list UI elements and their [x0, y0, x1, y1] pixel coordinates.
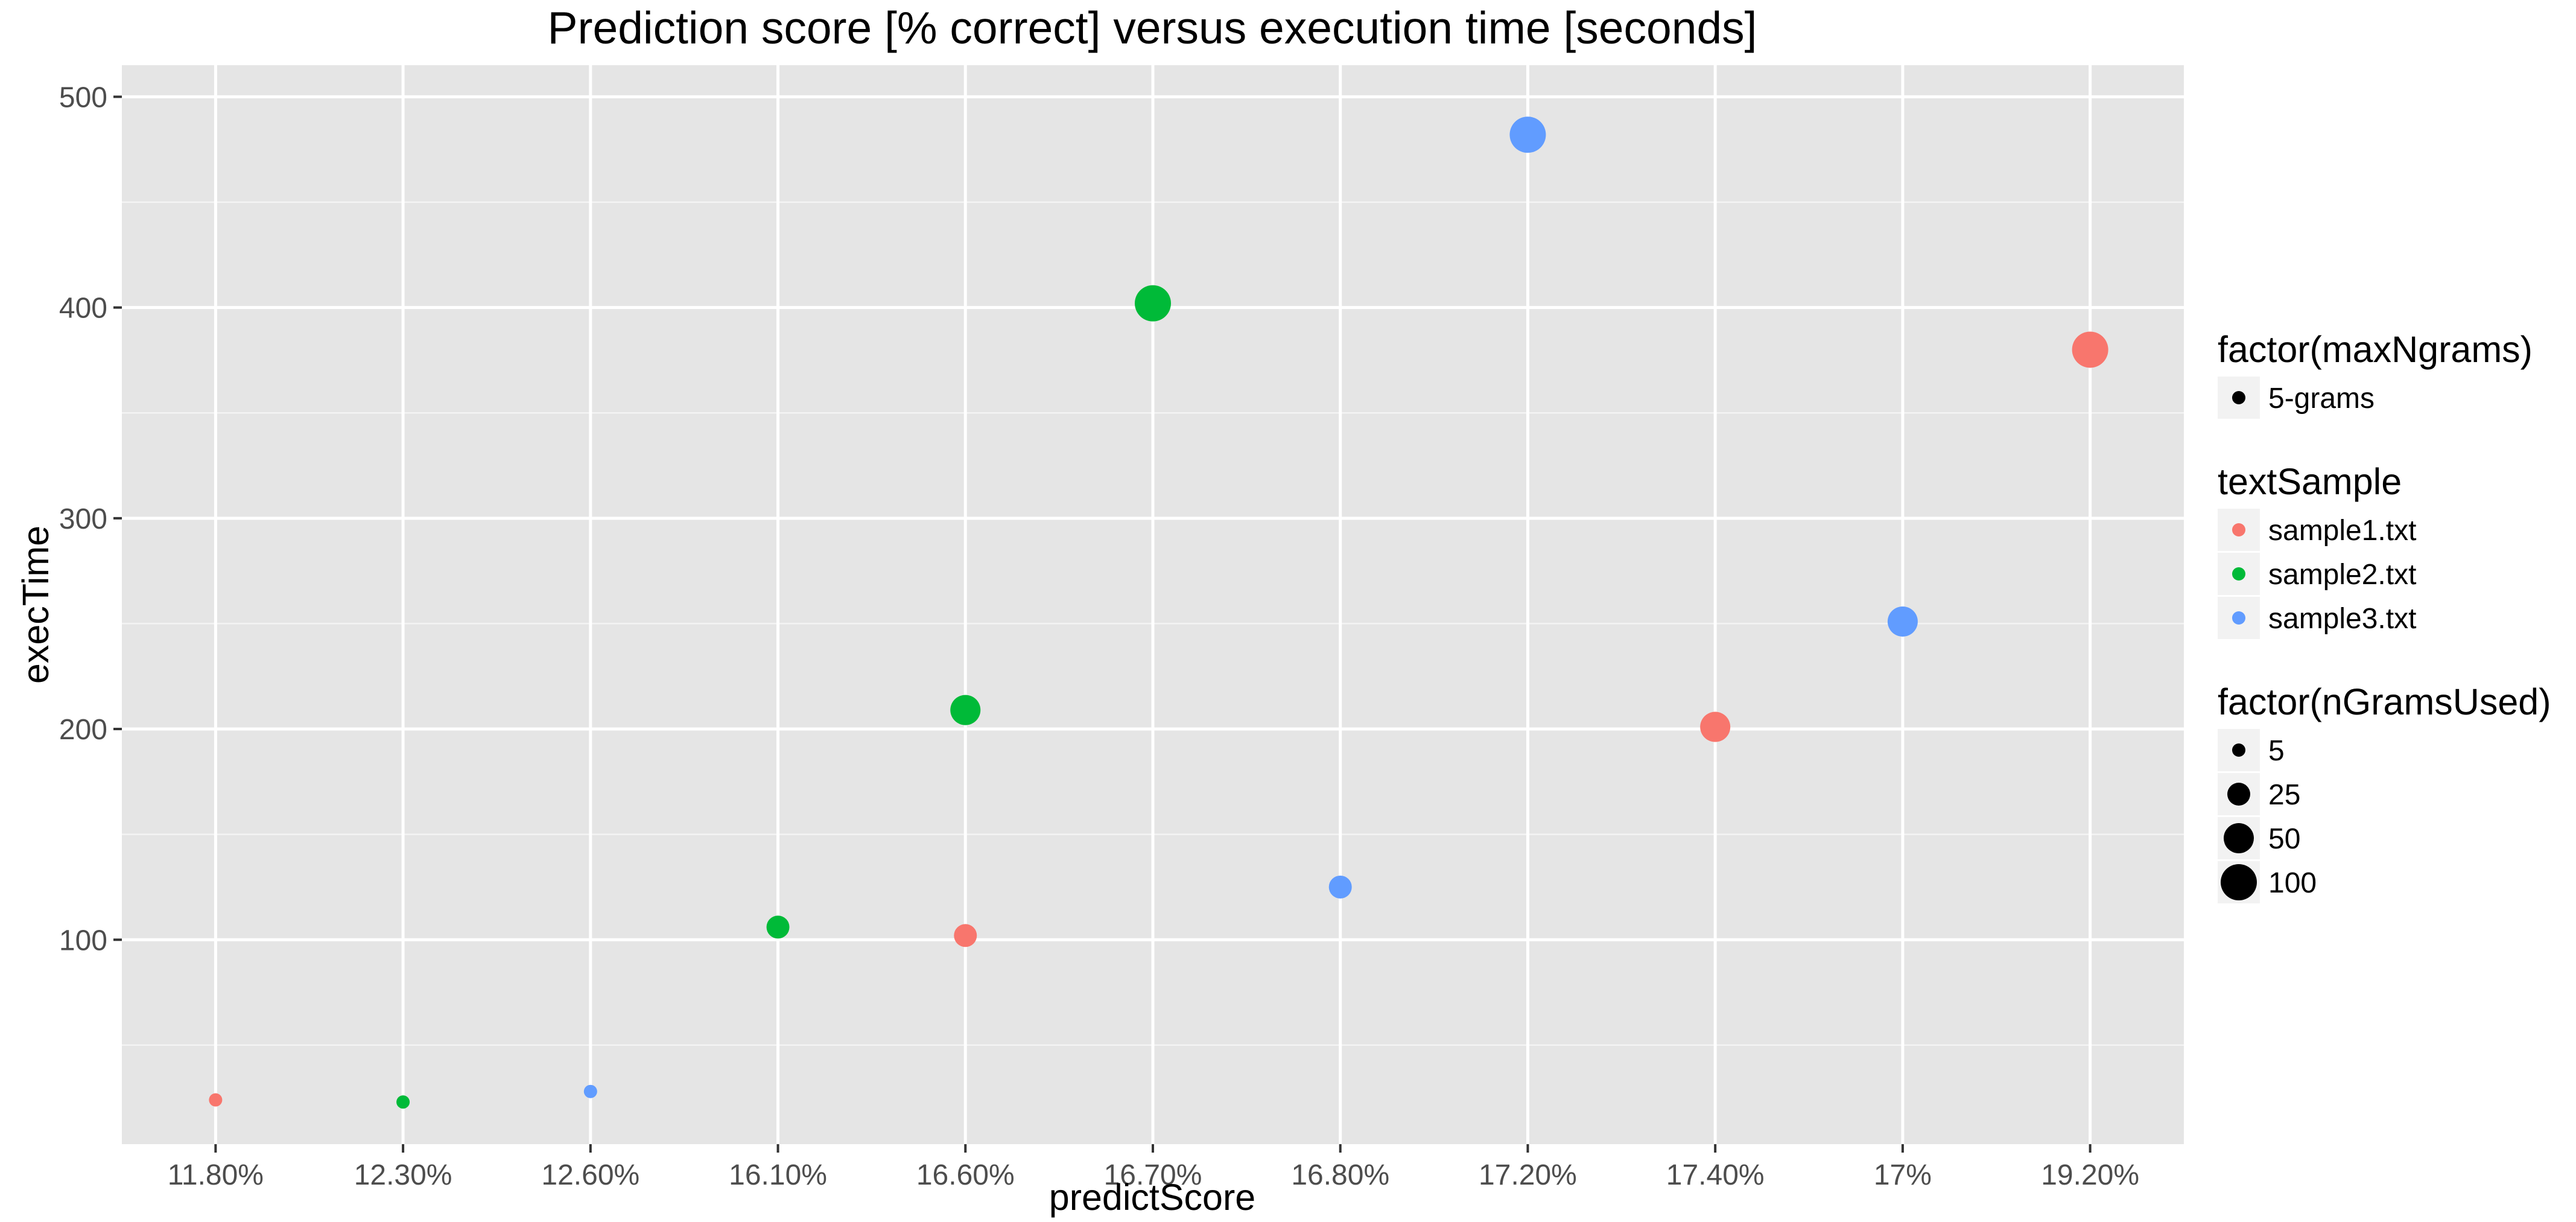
legend-key — [2224, 823, 2254, 853]
x-tick-label: 16.60% — [916, 1159, 1015, 1191]
x-tick-label: 12.60% — [541, 1159, 639, 1191]
data-point-sample3 — [1887, 606, 1918, 637]
grid-lines — [122, 65, 2184, 1144]
legend-label: 5 — [2268, 735, 2285, 767]
legend-title: factor(nGramsUsed) — [2218, 681, 2551, 722]
legend-key — [2232, 743, 2245, 757]
legend-label: sample1.txt — [2268, 515, 2416, 547]
legend-key — [2232, 523, 2245, 536]
data-points — [209, 116, 2108, 1109]
x-tick-label: 17.20% — [1479, 1159, 1577, 1191]
legend-title: textSample — [2218, 461, 2402, 502]
x-tick-label: 11.80% — [168, 1159, 264, 1191]
y-tick-label: 500 — [59, 81, 107, 113]
x-tick-label: 19.20% — [2041, 1159, 2139, 1191]
x-tick-label: 12.30% — [354, 1159, 452, 1191]
legend-key — [2232, 567, 2245, 581]
legend-label: sample3.txt — [2268, 603, 2416, 635]
legend-key — [2221, 864, 2257, 900]
x-tick-label: 17.40% — [1666, 1159, 1765, 1191]
data-point-sample1 — [2072, 331, 2108, 368]
y-tick-label: 200 — [59, 714, 107, 746]
data-point-sample2 — [950, 695, 981, 725]
legend-key — [2232, 391, 2245, 404]
legend-title: factor(maxNgrams) — [2218, 329, 2533, 370]
x-axis-title: predictScore — [1049, 1177, 1255, 1218]
data-point-sample2 — [396, 1095, 410, 1109]
y-axis-title: execTime — [15, 526, 56, 684]
legend-label: sample2.txt — [2268, 559, 2416, 591]
x-tick-label: 16.10% — [729, 1159, 827, 1191]
data-point-sample1 — [209, 1093, 223, 1107]
y-tick-label: 300 — [59, 503, 107, 535]
x-tick-label: 16.70% — [1104, 1159, 1202, 1191]
data-point-sample2 — [766, 915, 790, 939]
axes: 100 200 300 400 500 11.80% 12.30% 12.60% 16.10% 1… — [59, 81, 2139, 1191]
data-point-sample1 — [1700, 711, 1731, 742]
legend-key — [2227, 783, 2250, 806]
legend-label: 25 — [2268, 779, 2300, 811]
x-tick-label: 17% — [1874, 1159, 1932, 1191]
data-point-sample3 — [1328, 875, 1352, 899]
legend-label: 100 — [2268, 867, 2317, 899]
legend-label: 5-grams — [2268, 383, 2375, 415]
legend-key — [2232, 611, 2245, 625]
chart-title: Prediction score [% correct] versus exec… — [547, 2, 1757, 53]
data-point-sample3 — [583, 1084, 597, 1098]
legend: factor(maxNgrams) 5-grams textSample sample… — [2218, 329, 2551, 903]
y-tick-label: 100 — [59, 924, 107, 956]
x-tick-label: 16.80% — [1291, 1159, 1389, 1191]
data-point-sample2 — [1135, 285, 1171, 322]
data-point-sample3 — [1509, 116, 1546, 153]
data-point-sample1 — [954, 924, 977, 947]
legend-label: 50 — [2268, 823, 2300, 855]
y-tick-label: 400 — [59, 293, 107, 325]
